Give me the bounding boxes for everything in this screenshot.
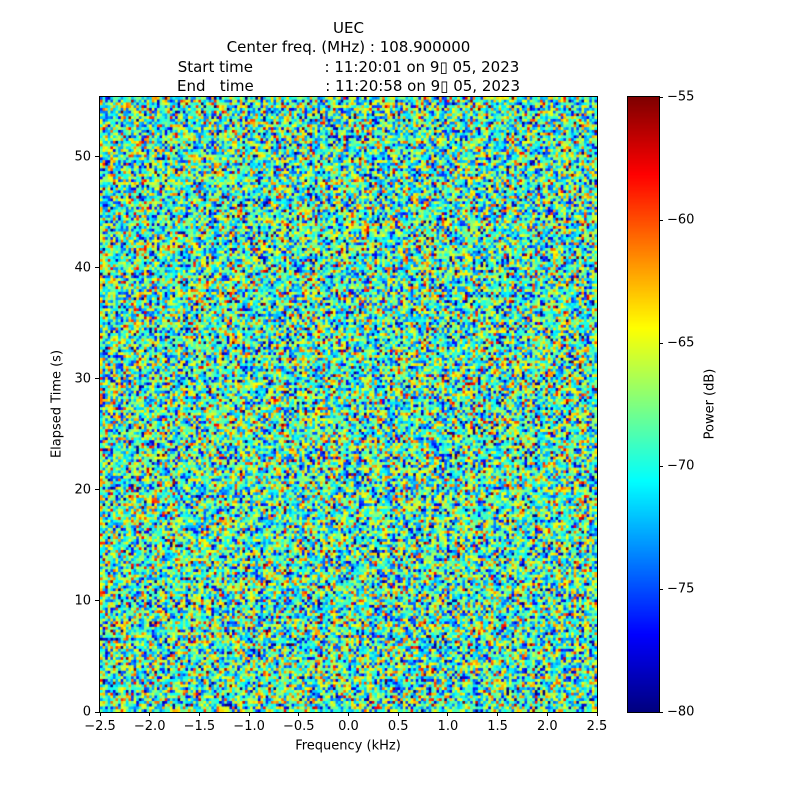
y-tick-label: 20 — [74, 482, 91, 498]
colorbar-canvas — [628, 97, 659, 712]
x-tick — [596, 712, 598, 716]
y-tick-label: 30 — [74, 371, 91, 387]
x-tick-label: 2.0 — [536, 719, 558, 734]
x-tick — [298, 712, 300, 716]
x-tick-label: 0.5 — [387, 719, 409, 734]
x-tick-label: 1.0 — [437, 719, 459, 734]
end-time-line: End time : 11:20:58 on 9▯ 05, 2023 — [177, 77, 520, 96]
x-tick-label: 0.0 — [338, 719, 359, 734]
colorbar-tick-label: −65 — [667, 335, 695, 351]
x-tick — [497, 712, 499, 716]
y-axis-label: Elapsed Time (s) — [49, 349, 65, 459]
y-tick — [95, 489, 99, 491]
colorbar-tick — [659, 588, 663, 590]
x-tick — [248, 712, 250, 716]
colorbar-tick-label: −75 — [667, 581, 695, 597]
figure-title: UEC — [333, 19, 364, 37]
start-time-line: Start time : 11:20:01 on 9▯ 05, 2023 — [177, 57, 520, 76]
colorbar-tick — [659, 465, 663, 467]
colorbar-label: Power (dB) — [702, 368, 718, 440]
x-tick — [198, 712, 200, 716]
x-tick-label: −0.5 — [283, 719, 315, 734]
x-tick — [348, 712, 349, 716]
center-freq-line: Center freq. (MHz) : 108.900000 — [226, 38, 471, 57]
x-tick — [447, 712, 449, 716]
y-tick — [95, 267, 99, 269]
colorbar — [627, 96, 660, 713]
y-tick — [95, 156, 99, 158]
x-tick — [397, 712, 399, 716]
y-tick — [95, 600, 99, 602]
plot-area — [99, 96, 598, 713]
x-tick-label: −2.5 — [84, 719, 116, 734]
colorbar-tick-label: −55 — [667, 89, 695, 105]
colorbar-tick-label: −60 — [667, 212, 695, 228]
colorbar-tick — [659, 96, 663, 98]
colorbar-tick — [659, 711, 663, 713]
y-tick-label: 10 — [74, 593, 91, 609]
x-tick — [149, 712, 151, 716]
y-tick — [95, 378, 99, 380]
y-tick-label: 0 — [82, 704, 91, 720]
x-tick-label: 1.5 — [487, 719, 508, 734]
x-tick-label: −1.0 — [233, 719, 265, 734]
x-tick-label: −2.0 — [133, 719, 166, 734]
x-axis-label: Frequency (kHz) — [295, 738, 401, 754]
colorbar-tick-label: −80 — [667, 704, 695, 720]
x-tick — [99, 712, 101, 716]
colorbar-tick-label: −70 — [667, 458, 695, 474]
x-tick-label: −1.5 — [183, 719, 216, 734]
y-tick — [95, 711, 99, 713]
y-tick-label: 50 — [74, 149, 91, 165]
x-tick — [546, 712, 548, 716]
spectrogram-canvas — [100, 97, 597, 712]
colorbar-tick — [659, 342, 663, 344]
figure-header: UEC Center freq. (MHz) : 108.900000 Star… — [0, 19, 697, 97]
y-tick-label: 40 — [74, 260, 91, 276]
x-tick-label: 2.5 — [586, 719, 608, 734]
colorbar-tick — [659, 219, 663, 221]
